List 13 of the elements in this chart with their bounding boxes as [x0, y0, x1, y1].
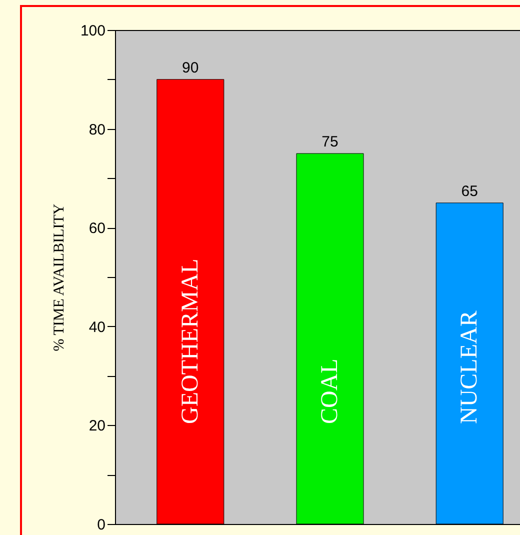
y-axis-title: % TIME AVAILBILITY [51, 204, 68, 352]
data-label: 65 [461, 182, 478, 200]
x-tick-label: NUCLEAR [456, 310, 483, 424]
y-tick-label: 80 [88, 121, 106, 138]
x-tick-label: COAL [317, 358, 343, 424]
y-tick-label: 60 [88, 220, 106, 238]
y-tick-label: 100 [80, 22, 106, 40]
x-tick-label: GEOTHERMAL [177, 258, 204, 424]
y-tick-label: 40 [88, 318, 106, 336]
y-tick-label: 0 [97, 516, 106, 534]
data-label: 90 [182, 59, 199, 76]
y-tick-label: 20 [88, 418, 106, 435]
data-label: 75 [322, 134, 338, 150]
